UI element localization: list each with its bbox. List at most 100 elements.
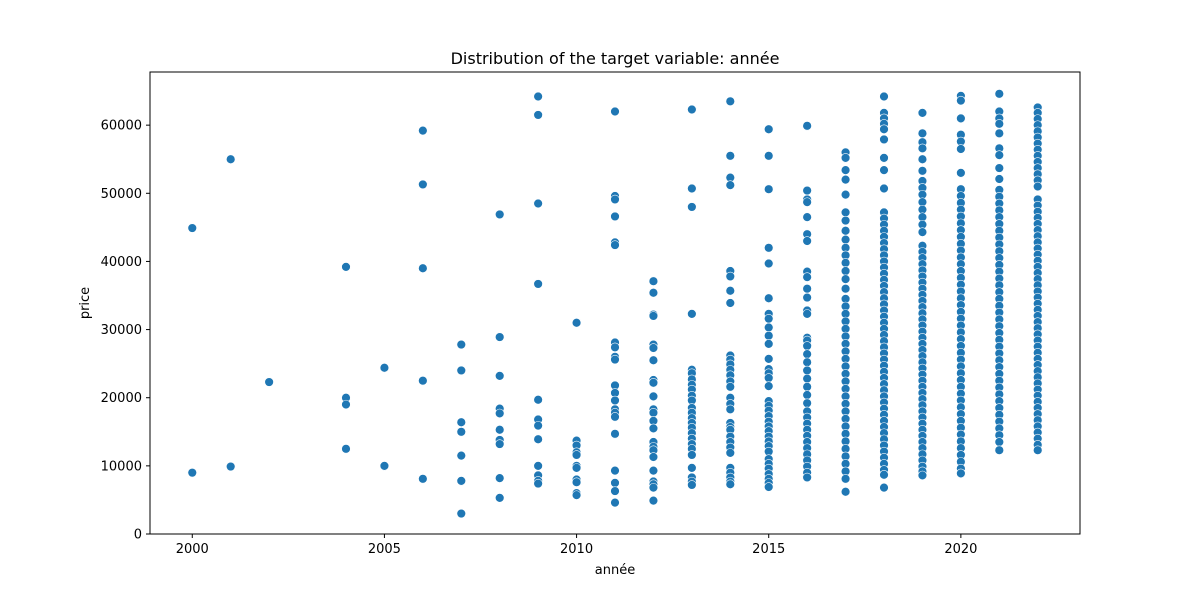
x-axis: 2000 2005 2010 2015 2020: [176, 534, 977, 557]
data-point: [648, 423, 659, 434]
data-point: [533, 478, 543, 489]
data-point: [764, 293, 774, 303]
data-point: [994, 445, 1004, 455]
data-point: [764, 482, 774, 492]
data-point: [802, 121, 812, 131]
data-point: [802, 365, 812, 376]
data-point: [802, 197, 812, 207]
data-point: [226, 461, 236, 472]
x-tick-label: 2000: [176, 542, 209, 557]
data-point: [725, 404, 735, 414]
data-point: [610, 342, 620, 352]
data-point: [610, 497, 620, 508]
data-point: [764, 331, 774, 341]
data-point: [956, 95, 966, 106]
data-point: [648, 288, 659, 298]
y-tick-label: 60000: [101, 119, 142, 134]
data-point: [341, 399, 351, 410]
data-point: [879, 165, 889, 175]
data-point: [840, 153, 851, 163]
data-point: [610, 354, 620, 365]
data-point: [764, 354, 774, 364]
data-point: [264, 377, 274, 387]
data-point: [495, 439, 505, 449]
y-axis-label: price: [78, 287, 93, 319]
data-point: [840, 174, 851, 185]
data-point: [764, 322, 774, 333]
data-point: [495, 332, 505, 342]
data-point: [1033, 445, 1043, 455]
data-point: [687, 104, 697, 115]
data-point: [725, 448, 735, 458]
data-point: [610, 106, 620, 117]
data-point: [840, 487, 851, 497]
data-point: [533, 91, 543, 102]
data-point: [725, 180, 735, 190]
data-point: [802, 283, 812, 294]
data-point: [456, 427, 466, 437]
data-point: [802, 398, 812, 408]
data-point: [533, 395, 543, 405]
data-point: [802, 309, 812, 319]
data-point: [687, 480, 697, 490]
data-point: [840, 258, 851, 268]
data-point: [341, 444, 351, 454]
data-point: [456, 417, 466, 427]
y-tick-label: 0: [134, 528, 142, 543]
data-point: [879, 183, 889, 194]
data-point: [764, 124, 774, 134]
data-point: [917, 470, 928, 481]
data-point: [648, 391, 659, 402]
x-tick-label: 2020: [944, 542, 977, 557]
x-tick-label: 2005: [368, 542, 401, 557]
data-point: [725, 479, 735, 489]
data-point: [418, 474, 428, 484]
data-point: [764, 313, 774, 324]
data-point: [879, 91, 889, 102]
data-point: [917, 154, 928, 164]
data-point: [994, 174, 1004, 184]
data-point: [840, 215, 851, 226]
data-point: [725, 96, 735, 107]
data-point: [610, 194, 620, 205]
data-point: [495, 209, 505, 220]
data-point: [648, 311, 659, 321]
data-points: [187, 89, 1043, 519]
data-point: [533, 279, 543, 289]
data-point: [571, 463, 582, 473]
y-tick-label: 20000: [101, 391, 142, 406]
data-point: [764, 243, 774, 253]
data-point: [418, 263, 428, 273]
data-point: [533, 461, 543, 471]
data-point: [764, 258, 774, 269]
data-point: [610, 412, 620, 422]
y-axis: 0 10000 20000 30000 40000 50000 60000: [101, 119, 150, 543]
data-point: [994, 150, 1004, 160]
data-point: [802, 472, 812, 483]
data-point: [917, 128, 928, 139]
data-point: [610, 395, 620, 406]
data-point: [687, 463, 697, 473]
data-point: [648, 343, 659, 353]
data-point: [648, 408, 659, 418]
data-point: [879, 470, 889, 480]
data-point: [495, 493, 505, 503]
data-point: [764, 381, 774, 391]
data-point: [610, 240, 620, 250]
data-point: [571, 490, 582, 500]
data-point: [648, 495, 659, 506]
data-point: [840, 189, 851, 200]
data-point: [802, 382, 812, 392]
data-point: [725, 286, 735, 296]
data-point: [418, 125, 428, 136]
data-point: [840, 266, 851, 276]
y-tick-label: 10000: [101, 459, 142, 474]
data-point: [956, 144, 966, 154]
data-point: [956, 168, 966, 178]
data-point: [418, 179, 428, 190]
data-point: [648, 276, 659, 286]
data-point: [456, 508, 466, 519]
data-point: [571, 450, 582, 460]
data-point: [495, 408, 505, 419]
